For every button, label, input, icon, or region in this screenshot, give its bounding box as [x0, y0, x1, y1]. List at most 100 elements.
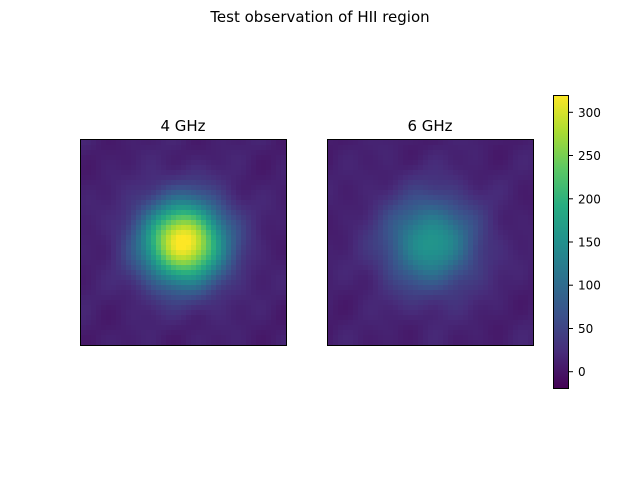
heatmap-cell: [151, 205, 157, 211]
heatmap-cell: [338, 295, 344, 301]
heatmap-cell: [388, 185, 394, 191]
heatmap-cell: [121, 275, 127, 281]
heatmap-cell: [116, 230, 122, 236]
heatmap-cell: [156, 165, 162, 171]
heatmap-cell: [136, 250, 142, 256]
heatmap-cell: [206, 320, 212, 326]
heatmap-cell: [498, 160, 504, 166]
heatmap-cell: [191, 140, 197, 146]
heatmap-cell: [513, 230, 519, 236]
heatmap-cell: [126, 185, 132, 191]
heatmap-cell: [281, 150, 287, 156]
heatmap-cell: [443, 175, 449, 181]
heatmap-cell: [438, 270, 444, 276]
heatmap-cell: [266, 215, 272, 221]
heatmap-cell: [91, 290, 97, 296]
heatmap-cell: [156, 150, 162, 156]
heatmap-cell: [493, 250, 499, 256]
heatmap-cell: [393, 320, 399, 326]
heatmap-cell: [136, 310, 142, 316]
heatmap-cell: [428, 335, 434, 341]
heatmap-cell: [206, 220, 212, 226]
heatmap-cell: [186, 165, 192, 171]
heatmap-cell: [106, 200, 112, 206]
heatmap-cell: [473, 335, 479, 341]
heatmap-cell: [418, 305, 424, 311]
heatmap-cell: [493, 335, 499, 341]
heatmap-cell: [96, 180, 102, 186]
heatmap-cell: [338, 315, 344, 321]
heatmap-cell: [363, 140, 369, 146]
heatmap-cell: [86, 285, 92, 291]
heatmap-cell: [161, 285, 167, 291]
heatmap-cell: [338, 300, 344, 306]
heatmap-cell: [493, 160, 499, 166]
heatmap-cell: [226, 250, 232, 256]
heatmap-cell: [196, 230, 202, 236]
heatmap-cell: [81, 340, 87, 346]
heatmap-cell: [156, 230, 162, 236]
heatmap-cell: [126, 265, 132, 271]
heatmap-cell: [166, 185, 172, 191]
heatmap-cell: [256, 280, 262, 286]
heatmap-cell: [473, 230, 479, 236]
heatmap-cell: [443, 150, 449, 156]
heatmap-cell: [261, 265, 267, 271]
heatmap-cell: [403, 220, 409, 226]
heatmap-cell: [428, 185, 434, 191]
heatmap-cell: [428, 280, 434, 286]
heatmap-cell: [528, 185, 534, 191]
heatmap-cell: [468, 290, 474, 296]
heatmap-cell: [398, 150, 404, 156]
heatmap-cell: [161, 140, 167, 146]
heatmap-cell: [246, 160, 252, 166]
heatmap-cell: [281, 240, 287, 246]
heatmap-cell: [121, 335, 127, 341]
heatmap-cell: [423, 175, 429, 181]
heatmap-cell: [121, 255, 127, 261]
heatmap-cell: [503, 310, 509, 316]
heatmap-cell: [468, 170, 474, 176]
heatmap-cell: [126, 190, 132, 196]
heatmap-cell: [266, 265, 272, 271]
heatmap-cell: [463, 185, 469, 191]
colorbar-tick-label: 100: [578, 279, 601, 293]
heatmap-cell: [261, 220, 267, 226]
heatmap-cell: [363, 205, 369, 211]
heatmap-cell: [191, 150, 197, 156]
heatmap-cell: [211, 335, 217, 341]
heatmap-cell: [256, 340, 262, 346]
heatmap-cell: [171, 310, 177, 316]
heatmap-cell: [508, 285, 514, 291]
heatmap-cell: [236, 205, 242, 211]
heatmap-cell: [136, 165, 142, 171]
heatmap-cell: [518, 175, 524, 181]
heatmap-cell: [363, 320, 369, 326]
heatmap-cell: [236, 175, 242, 181]
heatmap-cell: [106, 235, 112, 241]
heatmap-cell: [373, 160, 379, 166]
heatmap-cell: [101, 225, 107, 231]
heatmap-cell: [413, 185, 419, 191]
heatmap-cell: [201, 235, 207, 241]
heatmap-cell: [388, 255, 394, 261]
heatmap-cell: [96, 140, 102, 146]
heatmap-cell: [151, 260, 157, 266]
heatmap-cell: [498, 155, 504, 161]
heatmap-cell: [368, 275, 374, 281]
heatmap-cell: [463, 305, 469, 311]
heatmap-cell: [398, 210, 404, 216]
heatmap-cell: [453, 140, 459, 146]
heatmap-cell: [196, 270, 202, 276]
heatmap-cell: [368, 295, 374, 301]
heatmap-cell: [131, 220, 137, 226]
heatmap-cell: [343, 295, 349, 301]
heatmap-cell: [191, 165, 197, 171]
heatmap-cell: [151, 320, 157, 326]
heatmap-cell: [216, 340, 222, 346]
heatmap-cell: [151, 245, 157, 251]
heatmap-cell: [186, 185, 192, 191]
heatmap-cell: [221, 330, 227, 336]
heatmap-cell: [353, 220, 359, 226]
heatmap-cell: [191, 235, 197, 241]
